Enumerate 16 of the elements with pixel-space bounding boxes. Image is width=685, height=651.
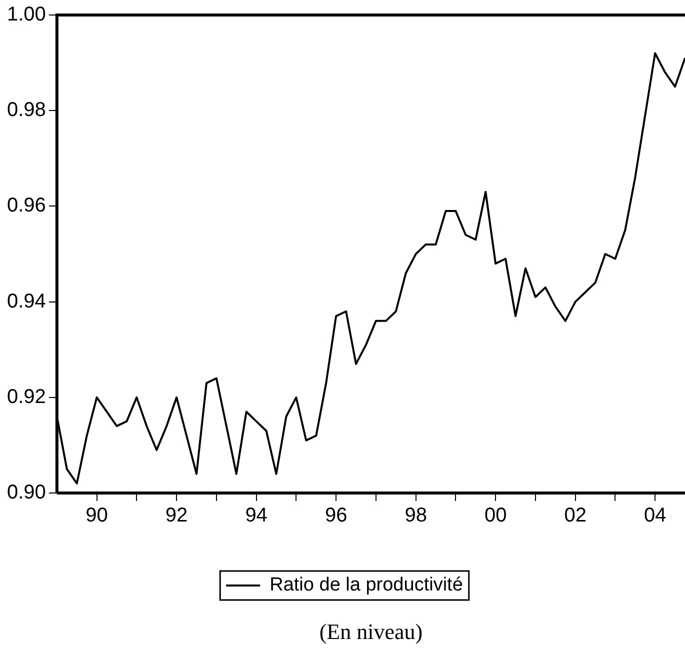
- x-tick-label: 92: [165, 504, 188, 527]
- x-tick-label: 04: [644, 504, 666, 527]
- x-tick-label: 96: [324, 504, 348, 527]
- x-tick-label: 90: [86, 504, 108, 527]
- y-tick-label: 0.92: [6, 386, 46, 408]
- x-tick-label: 02: [564, 504, 586, 527]
- x-tick-label: 00: [484, 504, 507, 527]
- y-tick-label: 1.00: [6, 4, 46, 26]
- y-tick-label: 0.94: [6, 290, 46, 312]
- x-tick-label: 94: [245, 504, 268, 527]
- y-tick-label: 0.90: [6, 482, 46, 504]
- x-tick-label: 98: [404, 504, 427, 527]
- y-tick-label: 0.98: [6, 99, 46, 122]
- y-tick-label: 0.96: [6, 194, 46, 217]
- text: (En niveau): [319, 618, 423, 644]
- legend-label: Ratio de la productivité: [270, 574, 463, 596]
